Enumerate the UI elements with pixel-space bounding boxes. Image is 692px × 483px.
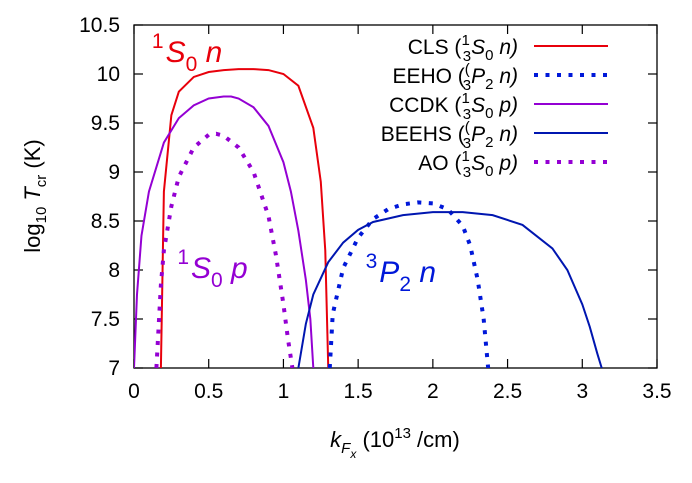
legend-entry-beehs: BEEHS ((3P2 n) xyxy=(381,119,608,152)
series-cls-line xyxy=(159,68,330,368)
legend-channel-sub: 3 xyxy=(463,77,471,94)
legend-entry-ccdk: CCDK (1 3S0 p) xyxy=(389,90,608,123)
x-axis-label-units-post: /cm) xyxy=(411,427,460,452)
legend-channel-sub: 3 xyxy=(463,106,471,123)
legend-name: CLS ( xyxy=(408,36,462,59)
annotation-particle: p xyxy=(223,252,248,285)
legend-name: EEHO ( xyxy=(392,65,464,88)
legend-channel-sup: ( xyxy=(465,119,470,136)
legend-channel-sup: 1 xyxy=(461,90,469,107)
x-axis-label: kFx (1013 /cm) xyxy=(330,425,460,461)
legend-name: AO ( xyxy=(418,152,461,175)
y-tick-label: 9 xyxy=(108,161,120,184)
annotation-particle: n xyxy=(411,256,436,289)
annotation-letter: S xyxy=(166,36,186,69)
legend-label: CLS (1 3S0 n) xyxy=(408,32,518,65)
legend-channel-idx: 0 xyxy=(485,163,493,180)
x-axis-label-units-sup: 13 xyxy=(394,425,411,442)
y-tick-label: 7 xyxy=(108,357,120,380)
plot-frame xyxy=(133,24,658,369)
legend-channel-particle: n) xyxy=(493,36,518,59)
legend-channel-particle: p) xyxy=(493,94,518,117)
x-tick-label: 0.5 xyxy=(194,380,223,403)
legend-channel-sup: 1 xyxy=(461,32,469,49)
y-axis-label-var: T xyxy=(20,186,45,201)
annotation-3: 3P2 n xyxy=(366,250,436,296)
legend-channel-idx: 2 xyxy=(485,134,493,151)
annotation-sup: 1 xyxy=(152,30,164,53)
legend-channel-particle: p) xyxy=(493,152,518,175)
legend-entry-cls: CLS (1 3S0 n) xyxy=(408,32,608,65)
annotation-1: 1S0 n xyxy=(152,30,222,76)
annotation-letter: S xyxy=(191,252,211,285)
legend-channel-letter: S xyxy=(471,36,485,59)
annotation-sub: 2 xyxy=(399,273,411,296)
y-axis-label-post: (K) xyxy=(20,139,45,174)
annotation-sub: 0 xyxy=(186,53,198,76)
legend-entry-ao: AO (1 3S0 p) xyxy=(418,148,608,181)
legend-entry-eeho: EEHO ((3P2 n) xyxy=(392,61,608,94)
annotation-letter: P xyxy=(379,256,399,289)
x-tick-label: 1.5 xyxy=(344,380,373,403)
legend: CLS (1 3S0 n)EEHO ((3P2 n)CCDK (1 3S0 p)BE… xyxy=(381,32,608,181)
x-axis-label-base: k xyxy=(330,427,342,452)
legend-channel-idx: 0 xyxy=(485,47,493,64)
legend-channel-idx: 0 xyxy=(485,105,493,122)
legend-name: BEEHS ( xyxy=(381,123,465,146)
legend-channel-sup: ( xyxy=(465,61,470,78)
y-tick-label: 10 xyxy=(97,63,120,86)
series-ao-line xyxy=(154,131,295,368)
series-ccdk-line xyxy=(134,95,315,368)
legend-channel-letter: P xyxy=(471,123,485,146)
legend-channel-particle: n) xyxy=(493,65,518,88)
y-tick-label: 7.5 xyxy=(91,308,120,331)
y-tick-label: 10.5 xyxy=(79,14,120,37)
y-axis-label-pre: log xyxy=(20,223,45,252)
legend-channel-idx: 2 xyxy=(485,76,493,93)
series-beehs-line xyxy=(297,211,603,368)
legend-channel-sub: 3 xyxy=(463,48,471,65)
legend-channel-sub: 3 xyxy=(463,135,471,152)
legend-channel-sub: 3 xyxy=(463,164,471,181)
y-tick-label: 9.5 xyxy=(91,112,120,135)
x-tick-label: 3 xyxy=(576,380,588,403)
x-tick-label: 3.5 xyxy=(642,380,671,403)
x-axis-label-sub1: F xyxy=(341,440,351,457)
legend-name: CCDK ( xyxy=(389,94,461,117)
x-tick-label: 2 xyxy=(427,380,439,403)
y-axis-label-sub: 10 xyxy=(33,207,50,224)
x-tick-label: 2.5 xyxy=(493,380,522,403)
legend-channel-letter: S xyxy=(471,152,485,175)
x-axis-label-units: (10 xyxy=(356,427,394,452)
legend-channel-letter: S xyxy=(471,94,485,117)
x-tick-label: 0 xyxy=(128,380,140,403)
legend-label: EEHO ((3P2 n) xyxy=(392,61,518,94)
legend-label: AO (1 3S0 p) xyxy=(418,148,518,181)
series-layer xyxy=(134,68,603,368)
x-tick-label: 1 xyxy=(278,380,290,403)
series-eeho-line xyxy=(327,200,491,368)
x-axis-label-sub2: x xyxy=(349,447,357,461)
legend-channel-sup: 1 xyxy=(461,148,469,165)
legend-channel-particle: n) xyxy=(493,123,518,146)
legend-label: BEEHS ((3P2 n) xyxy=(381,119,518,152)
y-axis-label: log10 Tcr (K) xyxy=(20,139,50,252)
annotation-2: 1S0 p xyxy=(177,246,247,292)
y-axis-label-var-sub: cr xyxy=(33,175,50,188)
annotation-sup: 3 xyxy=(366,250,378,273)
legend-channel-letter: P xyxy=(471,65,485,88)
annotation-sup: 1 xyxy=(177,246,189,269)
legend-label: CCDK (1 3S0 p) xyxy=(389,90,518,123)
y-tick-label: 8 xyxy=(108,259,120,282)
y-tick-label: 8.5 xyxy=(91,210,120,233)
annotation-particle: n xyxy=(197,36,222,69)
annotation-sub: 0 xyxy=(211,269,223,292)
